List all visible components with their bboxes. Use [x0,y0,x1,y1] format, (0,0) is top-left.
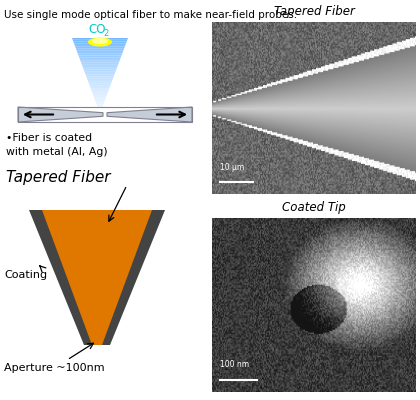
Polygon shape [95,101,105,103]
Polygon shape [94,96,107,98]
Polygon shape [72,38,128,40]
Polygon shape [74,43,126,45]
Polygon shape [86,76,114,78]
Polygon shape [74,42,127,43]
Polygon shape [107,107,192,122]
Polygon shape [92,90,108,92]
Polygon shape [18,107,103,122]
Ellipse shape [92,38,108,44]
Text: 10 μm: 10 μm [220,163,244,172]
Polygon shape [77,52,123,54]
Polygon shape [75,47,125,48]
Polygon shape [83,68,117,70]
Polygon shape [82,66,118,68]
Polygon shape [79,56,121,57]
Polygon shape [88,80,113,82]
Polygon shape [88,82,112,84]
Polygon shape [84,71,116,73]
Polygon shape [89,85,110,87]
Text: Use single mode optical fiber to make near-field probes.: Use single mode optical fiber to make ne… [4,10,297,20]
Text: Coating: Coating [4,270,47,280]
Polygon shape [78,54,122,56]
Polygon shape [91,89,109,90]
Text: Aperture ~100nm: Aperture ~100nm [4,363,105,373]
Polygon shape [97,104,103,106]
Polygon shape [86,75,114,76]
Polygon shape [89,84,111,85]
Polygon shape [85,73,115,75]
Polygon shape [76,50,123,52]
Polygon shape [90,87,110,89]
Polygon shape [93,94,107,96]
Polygon shape [95,99,105,101]
Text: Coated Tip: Coated Tip [282,201,346,214]
Polygon shape [75,45,126,47]
Polygon shape [84,70,116,71]
Text: Tapered Fiber: Tapered Fiber [6,170,110,185]
Polygon shape [94,98,106,99]
Polygon shape [97,106,102,108]
Text: CO: CO [88,23,105,36]
Polygon shape [82,64,118,66]
Polygon shape [96,103,104,104]
Polygon shape [80,59,120,61]
Text: 100 nm: 100 nm [220,360,249,369]
Bar [18,107,192,122]
Text: •Fiber is coated
with metal (Al, Ag): •Fiber is coated with metal (Al, Ag) [6,133,108,157]
Polygon shape [92,92,108,94]
Polygon shape [76,48,124,50]
Polygon shape [29,210,165,345]
Polygon shape [42,210,152,345]
Ellipse shape [88,38,112,46]
Polygon shape [79,57,121,59]
Polygon shape [81,62,119,64]
Text: Tapered Fiber: Tapered Fiber [273,5,354,18]
Polygon shape [73,40,127,42]
Text: 2: 2 [103,29,108,38]
Polygon shape [87,78,113,80]
Polygon shape [81,61,120,62]
